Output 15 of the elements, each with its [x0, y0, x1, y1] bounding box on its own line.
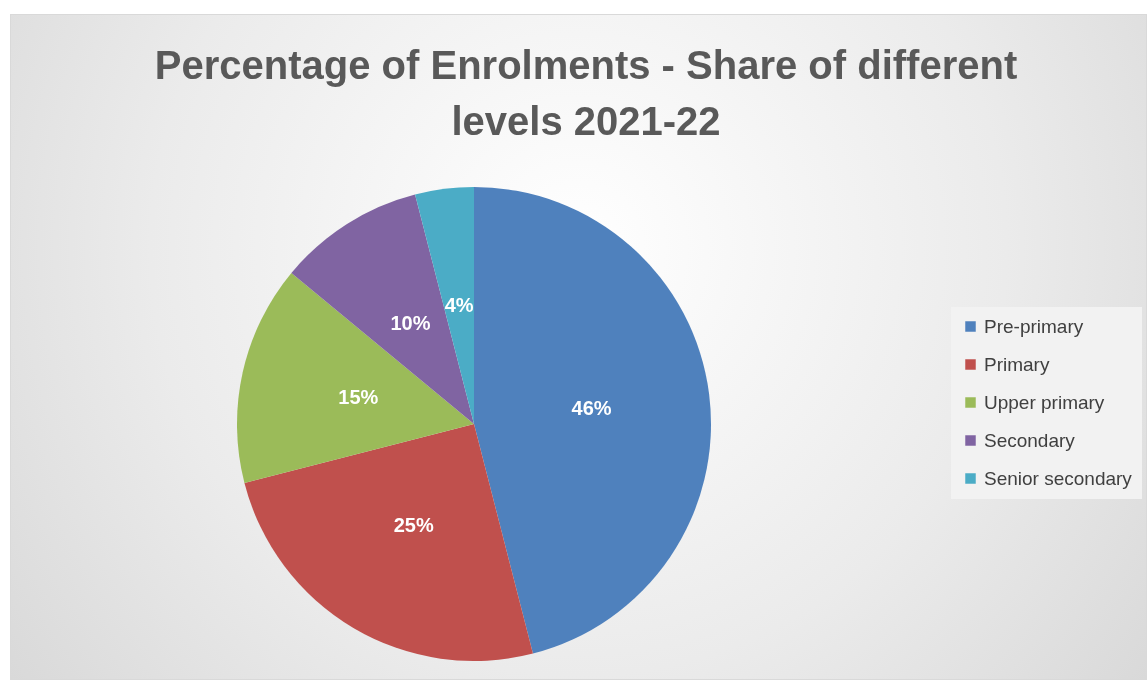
- pie-slice: [291, 194, 474, 424]
- chart-title: Percentage of Enrolments - Share of different levels 2021-22: [154, 43, 1018, 143]
- data-label: 15%: [338, 386, 379, 409]
- legend-label: Secondary: [984, 429, 1076, 451]
- data-label: 4%: [444, 294, 474, 317]
- pie-slice: [237, 272, 474, 483]
- data-label: 25%: [393, 514, 434, 536]
- legend-label: Primary: [984, 353, 1050, 375]
- legend-label: Upper primary: [984, 391, 1105, 413]
- data-label: 46%: [571, 397, 612, 420]
- legend-label: Pre-primary: [984, 315, 1084, 337]
- pie-slice: [244, 424, 533, 661]
- pie-slice: [474, 187, 711, 654]
- data-label: 10%: [390, 311, 431, 334]
- legend-label: Senior secondary: [984, 467, 1133, 489]
